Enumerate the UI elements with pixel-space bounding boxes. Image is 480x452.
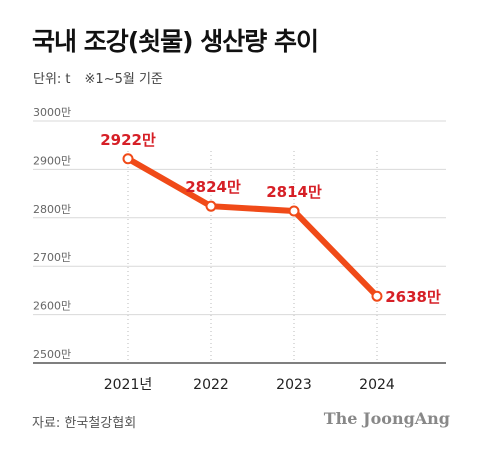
data-label: 2824만: [185, 178, 241, 196]
source-note: 자료: 한국철강협회: [32, 416, 137, 431]
x-axis: 2021년 2022 2023 2024: [104, 377, 395, 393]
y-tick-label: 3000만: [33, 106, 71, 119]
data-label: 2922만: [100, 131, 156, 149]
data-point: [205, 200, 217, 212]
gridlines: [33, 120, 446, 364]
data-label: 2814만: [266, 183, 322, 201]
data-point: [122, 153, 134, 165]
data-labels: 2922만 2824만 2814만 2638만: [100, 131, 441, 306]
x-tick-label: 2021년: [104, 377, 153, 393]
y-axis: 3000만 2900만 2800만 2700만 2600만 2500만: [33, 106, 71, 361]
data-label: 2638만: [385, 288, 441, 306]
chart-title: 국내 조강(쇳물) 생산량 추이: [32, 27, 319, 56]
data-point: [371, 290, 383, 302]
data-point: [288, 205, 300, 217]
y-tick-label: 2600만: [33, 300, 71, 313]
chart-subtitle: 단위: t ※1~5월 기준: [33, 68, 163, 87]
y-tick-label: 2500만: [33, 348, 71, 361]
y-tick-label: 2800만: [33, 203, 71, 216]
line-chart: 3000만 2900만 2800만 2700만 2600만 2500만 2021년 2022…: [33, 106, 446, 393]
series-line: [125, 155, 380, 300]
x-tick-label: 2024: [359, 377, 395, 393]
period-note: ※1~5월 기준: [84, 72, 163, 87]
y-tick-label: 2700만: [33, 251, 71, 264]
x-tick-label: 2023: [276, 377, 312, 393]
brand-logo: The JoongAng: [323, 409, 450, 428]
unit-label: 단위: t: [33, 72, 71, 87]
series: [122, 153, 383, 302]
y-tick-label: 2900만: [33, 154, 71, 167]
x-tick-label: 2022: [193, 377, 229, 393]
